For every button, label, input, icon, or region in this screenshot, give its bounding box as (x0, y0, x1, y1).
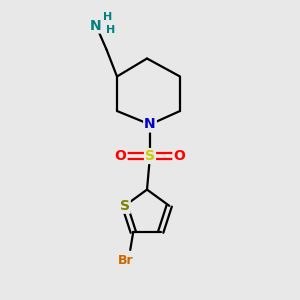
Text: S: S (145, 149, 155, 163)
Text: O: O (173, 149, 185, 163)
Text: S: S (120, 199, 130, 213)
Text: N: N (144, 118, 156, 131)
Text: N: N (90, 19, 102, 32)
Text: H: H (106, 25, 115, 35)
Text: H: H (103, 12, 112, 22)
Text: O: O (115, 149, 127, 163)
Text: Br: Br (118, 254, 134, 267)
